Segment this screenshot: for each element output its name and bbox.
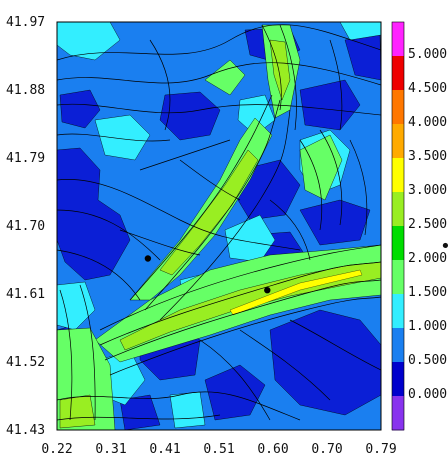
colorbar-labels: 5.000 4.500 4.000 3.500 3.000 2.500 2.00… xyxy=(408,47,447,402)
colorbar-label: 4.500 xyxy=(408,81,447,96)
y-tick-label: 41.70 xyxy=(6,219,45,234)
colorbar-swatch xyxy=(392,22,404,57)
x-tick-label: 0.31 xyxy=(95,442,126,457)
colorbar-swatch xyxy=(392,294,404,329)
x-tick-label: 0.41 xyxy=(149,442,180,457)
y-tick-label: 41.52 xyxy=(6,355,45,370)
x-tick-label: 0.22 xyxy=(41,442,72,457)
max-speed-streak xyxy=(229,269,363,316)
y-tick-label: 41.97 xyxy=(6,15,45,30)
colorbar-label: 1.000 xyxy=(408,319,447,334)
plot-area xyxy=(57,22,381,430)
colorbar-swatch xyxy=(392,260,404,295)
station-markers xyxy=(144,255,271,294)
x-tick-label: 0.79 xyxy=(365,442,396,457)
colorbar-label: 0.500 xyxy=(408,353,447,368)
colorbar-frame xyxy=(391,21,405,431)
colorbar-marker: • xyxy=(440,236,448,257)
y-tick-label: 41.79 xyxy=(6,151,45,166)
colorbar-swatch xyxy=(392,328,404,363)
x-tick-label: 0.70 xyxy=(311,442,342,457)
x-tick-label: 0.51 xyxy=(203,442,234,457)
x-axis: 0.22 0.31 0.41 0.51 0.60 0.70 0.79 xyxy=(41,442,396,457)
colorbar-swatch xyxy=(392,158,404,193)
colorbar-swatch xyxy=(392,396,404,431)
colorbar-label: 3.500 xyxy=(408,149,447,164)
streamlines xyxy=(57,24,381,421)
colorbar-swatch xyxy=(392,192,404,227)
colorbar-label: 5.000 xyxy=(408,47,447,62)
y-tick-label: 41.43 xyxy=(6,423,45,438)
x-tick-label: 0.60 xyxy=(257,442,288,457)
station-dot xyxy=(264,287,271,294)
colorbar-label: 3.000 xyxy=(408,183,447,198)
colorbar-swatch xyxy=(392,124,404,159)
colorbar-swatch xyxy=(392,90,404,125)
station-dot xyxy=(144,255,152,262)
colorbar-label: 1.500 xyxy=(408,285,447,300)
colorbar-label: 4.000 xyxy=(408,115,447,130)
plot-frame xyxy=(56,21,382,431)
colorbar-label: 2.500 xyxy=(408,217,447,232)
colorbar-swatch xyxy=(392,226,404,261)
colorbar-label: 2.000 xyxy=(408,251,447,266)
y-tick-label: 41.61 xyxy=(6,287,45,302)
y-tick-label: 41.88 xyxy=(6,83,45,98)
colorbar-swatch xyxy=(392,362,404,397)
colorbar xyxy=(391,21,405,431)
colorbar-swatch xyxy=(392,56,404,91)
y-axis: 41.97 41.88 41.79 41.70 41.61 41.52 41.4… xyxy=(6,15,45,438)
colorbar-label: 0.000 xyxy=(408,387,447,402)
